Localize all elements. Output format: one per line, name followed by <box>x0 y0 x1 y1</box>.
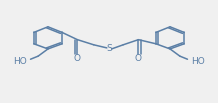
Text: O: O <box>135 54 142 63</box>
Text: HO: HO <box>191 57 205 66</box>
Text: O: O <box>74 54 81 63</box>
Text: HO: HO <box>13 57 27 66</box>
Text: S: S <box>106 44 112 53</box>
